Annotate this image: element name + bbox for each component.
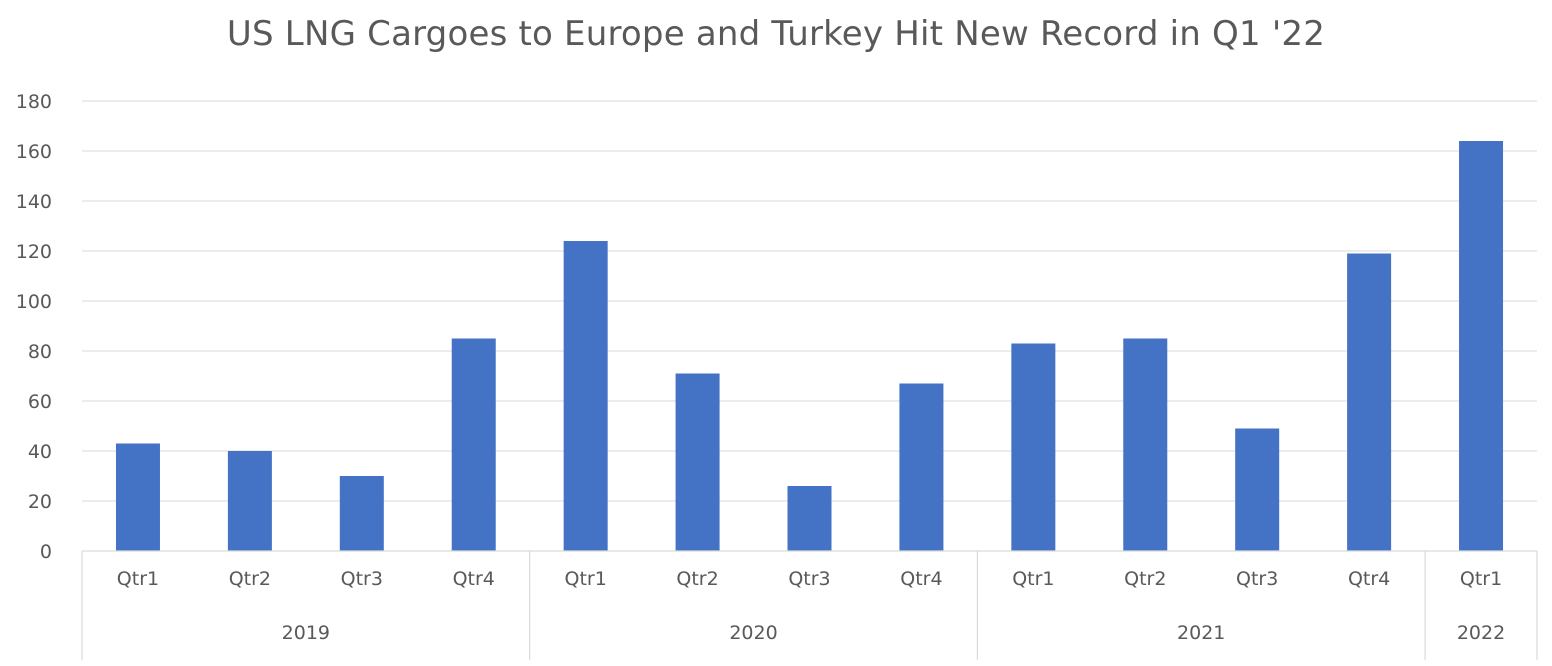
x-axis	[81, 550, 1538, 660]
gridlines	[82, 100, 1537, 502]
bar	[339, 476, 384, 551]
x-tick-label: Qtr2	[676, 568, 718, 590]
y-tick-label: 120	[16, 241, 52, 263]
y-tick-label: 160	[16, 141, 52, 163]
y-tick-label: 140	[16, 191, 52, 213]
x-tick-label: Qtr3	[341, 568, 383, 590]
x-tick-label: Qtr3	[1236, 568, 1278, 590]
year-label: 2021	[1177, 622, 1225, 644]
y-tick-label: 100	[16, 291, 52, 313]
x-axis-ticks: Qtr1 Qtr2 Qtr3 Qtr4 Qtr1 Qtr2 Qtr3 Qtr4 Qtr1 Qtr2…	[117, 568, 1505, 644]
year-label: 2019	[282, 622, 330, 644]
x-tick-label: Qtr1	[1460, 568, 1502, 590]
x-tick-label: Qtr4	[1348, 568, 1390, 590]
x-tick-label: Qtr4	[900, 568, 942, 590]
y-tick-label: 180	[16, 91, 52, 113]
y-tick-label: 20	[28, 491, 52, 513]
bar	[899, 383, 944, 551]
bar	[675, 373, 720, 551]
bar	[787, 486, 832, 551]
y-tick-label: 40	[28, 441, 52, 463]
bar	[1011, 343, 1056, 551]
year-label: 2022	[1457, 622, 1505, 644]
bar	[563, 241, 608, 551]
y-tick-label: 0	[40, 541, 52, 563]
bars	[115, 141, 1504, 551]
bar	[1347, 253, 1392, 551]
y-tick-label: 80	[28, 341, 52, 363]
x-tick-label: Qtr4	[453, 568, 495, 590]
x-tick-label: Qtr1	[117, 568, 159, 590]
y-axis-ticks: 0 20 40 60 80 100 120 140 160 180	[16, 91, 52, 563]
bar	[115, 443, 160, 551]
y-tick-label: 60	[28, 391, 52, 413]
x-tick-label: Qtr1	[1012, 568, 1054, 590]
year-label: 2020	[729, 622, 777, 644]
bar	[1235, 428, 1280, 551]
bar	[227, 451, 272, 551]
x-tick-label: Qtr1	[564, 568, 606, 590]
chart-title: US LNG Cargoes to Europe and Turkey Hit …	[226, 14, 1326, 54]
bar	[1123, 338, 1168, 551]
x-tick-label: Qtr3	[788, 568, 830, 590]
x-tick-label: Qtr2	[229, 568, 271, 590]
bar	[451, 338, 496, 551]
x-tick-label: Qtr2	[1124, 568, 1166, 590]
bar	[1459, 141, 1504, 551]
